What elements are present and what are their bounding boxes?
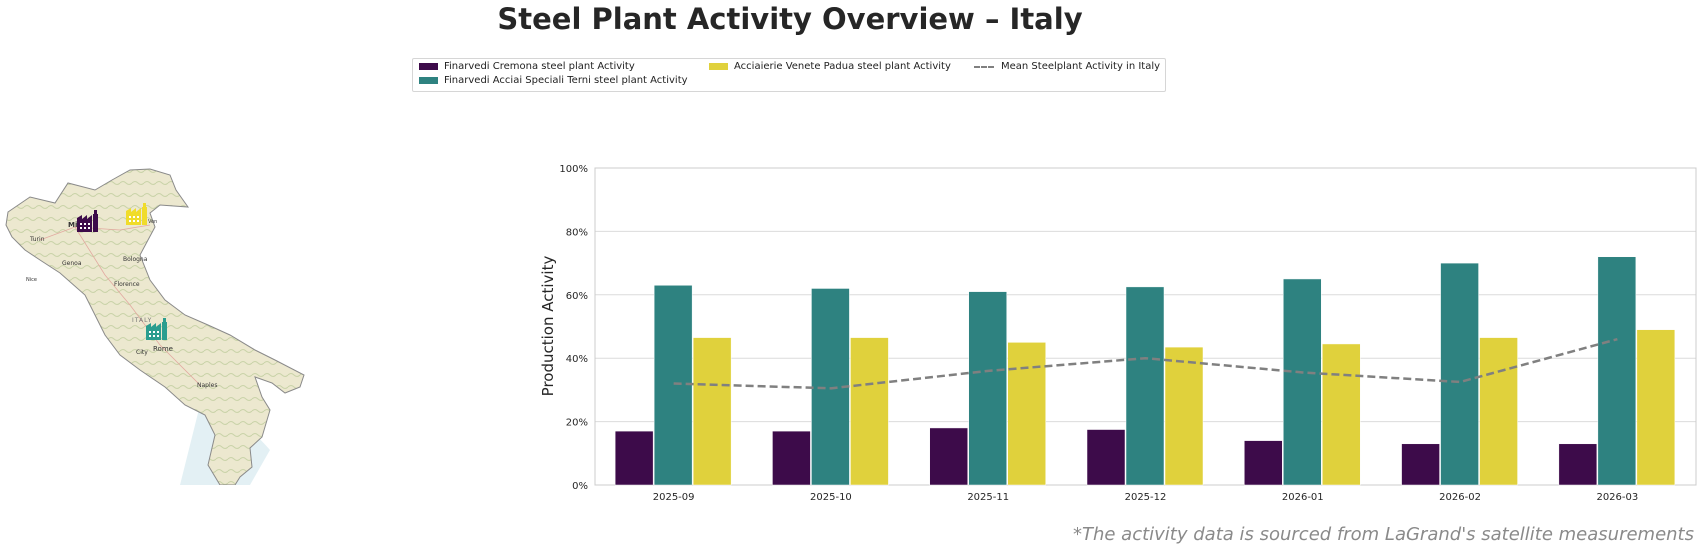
legend-swatch-terni — [419, 77, 438, 84]
bar — [772, 430, 811, 486]
legend-label-padua: Acciaierie Venete Padua steel plant Acti… — [734, 61, 951, 72]
y-tick-label: 20% — [566, 418, 588, 429]
bar — [1440, 262, 1479, 486]
bar — [850, 337, 889, 486]
y-tick-label: 0% — [572, 481, 588, 492]
bar — [1597, 256, 1637, 486]
map-label-rome: Rome — [153, 345, 173, 353]
legend-swatch-padua — [709, 63, 728, 70]
y-axis-label: Production Activity — [539, 256, 557, 397]
legend-label-cremona: Finarvedi Cremona steel plant Activity — [444, 61, 635, 72]
legend-swatch-mean — [974, 66, 994, 68]
bar — [1479, 337, 1518, 486]
factory-icon-padua[interactable] — [126, 203, 147, 225]
bar — [968, 291, 1007, 486]
factory-icon-cremona[interactable] — [77, 210, 98, 232]
map-label-florence: Florence — [114, 281, 140, 288]
bar — [1558, 443, 1598, 486]
bar — [1007, 342, 1046, 486]
map-label-city: City — [136, 349, 148, 356]
x-tick-label: 2025-11 — [967, 492, 1009, 503]
map-label-bologna: Bologna — [123, 256, 148, 263]
map-label-naples: Naples — [197, 382, 217, 389]
x-tick-label: 2026-01 — [1282, 492, 1324, 503]
bar — [1125, 286, 1165, 486]
bar — [1244, 440, 1283, 486]
legend-label-terni: Finarvedi Acciai Speciali Terni steel pl… — [444, 75, 688, 86]
x-tick-label: 2025-10 — [810, 492, 852, 503]
legend-label-mean: Mean Steelplant Activity in Italy — [1001, 61, 1161, 72]
legend-swatch-cremona — [419, 63, 438, 70]
italy-map: Milan Turin Genoa Bologna Florence ITALY… — [0, 165, 310, 486]
mean-activity-line — [673, 337, 1618, 390]
map-label-nice: Nice — [26, 277, 37, 283]
x-tick-label: 2026-02 — [1439, 492, 1481, 503]
bar — [1401, 443, 1440, 486]
y-ticks: 0% 20% 40% 60% 80% 100% — [559, 164, 588, 492]
bar — [929, 427, 968, 486]
map-label-italy: ITALY — [132, 317, 152, 324]
footnote: *The activity data is sourced from LaGra… — [1072, 524, 1694, 545]
y-tick-label: 40% — [566, 354, 588, 365]
mean-line-group — [673, 337, 1618, 390]
map-label-turin: Turin — [29, 236, 45, 243]
bar — [1636, 329, 1676, 486]
factory-icon-terni[interactable] — [146, 318, 167, 340]
x-tick-label: 2025-12 — [1125, 492, 1167, 503]
bar — [1283, 278, 1322, 486]
y-tick-label: 60% — [566, 291, 588, 302]
map-label-genoa: Genoa — [62, 260, 82, 267]
x-tick-label: 2025-09 — [653, 492, 695, 503]
legend: Finarvedi Cremona steel plant Activity F… — [412, 58, 1166, 92]
bar — [692, 337, 732, 486]
bar — [614, 430, 654, 486]
y-tick-label: 80% — [566, 227, 588, 238]
map-label-ven: Ven — [148, 219, 157, 225]
bar — [1086, 429, 1126, 486]
y-tick-label: 100% — [559, 164, 588, 175]
x-tick-label: 2026-03 — [1596, 492, 1638, 503]
italy-map-svg: Milan Turin Genoa Bologna Florence ITALY… — [5, 168, 305, 486]
bar — [1164, 346, 1204, 486]
bars — [614, 256, 1676, 486]
bar — [1322, 343, 1361, 486]
chart-title: Steel Plant Activity Overview – Italy — [497, 2, 1083, 36]
x-ticks: 2025-09 2025-10 2025-11 2025-12 2026-01 2026-… — [653, 492, 1639, 503]
